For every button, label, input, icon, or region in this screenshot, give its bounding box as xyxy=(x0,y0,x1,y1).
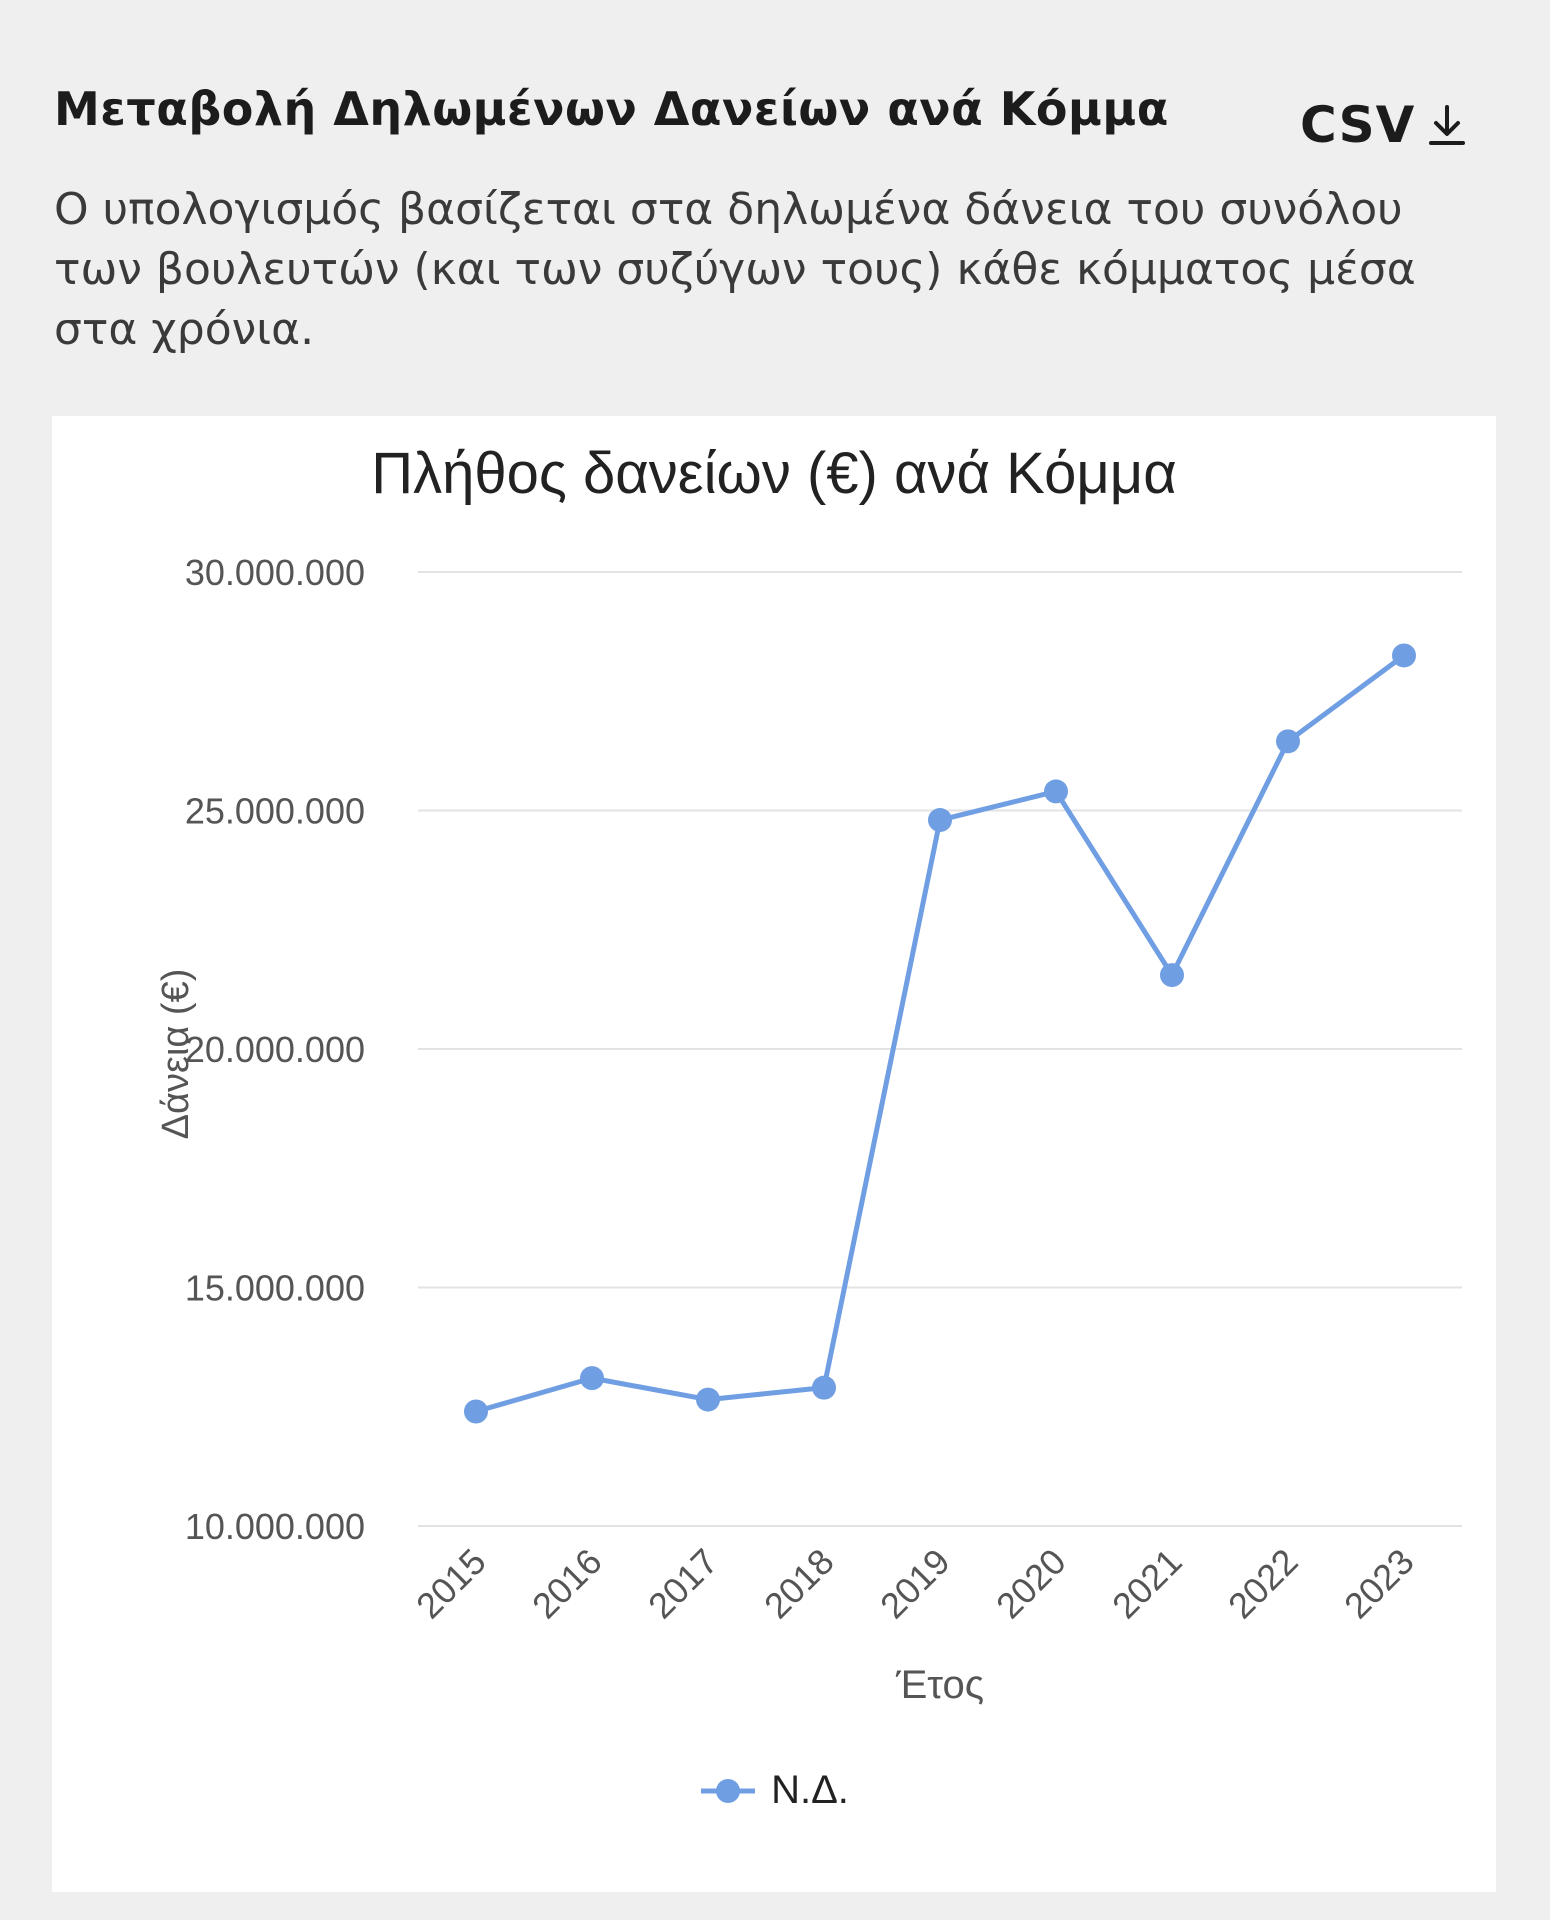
x-tick-label: 2023 xyxy=(1336,1541,1422,1627)
data-point-2016[interactable] xyxy=(580,1366,604,1391)
data-point-2019[interactable] xyxy=(928,808,952,833)
x-tick-label: 2019 xyxy=(872,1541,958,1627)
download-arrow-icon xyxy=(1427,103,1467,147)
y-tick-label: 15.000.000 xyxy=(185,1268,365,1309)
x-tick-label: 2015 xyxy=(408,1541,494,1627)
card-title: Μεταβολή Δηλωμένων Δανείων ανά Κόμμα xyxy=(54,82,1169,136)
data-point-2015[interactable] xyxy=(464,1399,488,1424)
x-tick-label: 2017 xyxy=(640,1541,726,1627)
card-header: Μεταβολή Δηλωμένων Δανείων ανά Κόμμα CSV xyxy=(54,74,1474,154)
series-line-0 xyxy=(473,652,1407,1415)
data-point-2021[interactable] xyxy=(1160,963,1184,988)
data-point-2022[interactable] xyxy=(1276,729,1300,754)
chart-description: Ο υπολογισμός βασίζεται στα δηλωμένα δάν… xyxy=(54,184,1416,355)
y-tick-label: 10.000.000 xyxy=(185,1506,365,1547)
y-tick-label: 25.000.000 xyxy=(185,791,365,832)
x-tick-label: 2018 xyxy=(756,1541,842,1627)
x-axis-ticks: 2015 2016 2017 2018 2019 2020 2021 2022 2023 xyxy=(408,1541,1422,1627)
x-tick-label: 2022 xyxy=(1220,1541,1306,1627)
y-tick-label: 30.000.000 xyxy=(185,552,365,593)
y-axis-ticks: 10.000.000 15.000.000 20.000.000 25.000.000… xyxy=(185,552,365,1547)
legend-label: Ν.Δ. xyxy=(771,1768,849,1812)
x-tick-label: 2016 xyxy=(524,1541,610,1627)
series-layer xyxy=(464,643,1416,1424)
data-point-2020[interactable] xyxy=(1044,779,1068,804)
data-point-2018[interactable] xyxy=(812,1375,836,1400)
line-chart: Πλήθος δανείων (€) ανά Κόμμα 10.000.0001… xyxy=(155,441,1462,1707)
csv-download-button[interactable]: CSV xyxy=(1300,96,1467,154)
x-tick-label: 2021 xyxy=(1104,1541,1190,1627)
y-axis-label: Δάνεια (€) xyxy=(155,969,197,1140)
legend-marker-icon xyxy=(699,1776,757,1806)
data-point-2017[interactable] xyxy=(696,1387,720,1412)
csv-label: CSV xyxy=(1300,96,1416,154)
x-tick-label: 2020 xyxy=(988,1541,1074,1627)
chart-title: Πλήθος δανείων (€) ανά Κόμμα xyxy=(371,441,1176,506)
chart-panel: Πλήθος δανείων (€) ανά Κόμμα 10.000.000 1… xyxy=(52,416,1496,1892)
chart-legend[interactable]: Ν.Δ. xyxy=(52,1768,1496,1813)
data-point-2023[interactable] xyxy=(1392,643,1416,668)
y-tick-label: 20.000.000 xyxy=(185,1029,365,1070)
x-axis-label: Έτος xyxy=(895,1663,984,1707)
